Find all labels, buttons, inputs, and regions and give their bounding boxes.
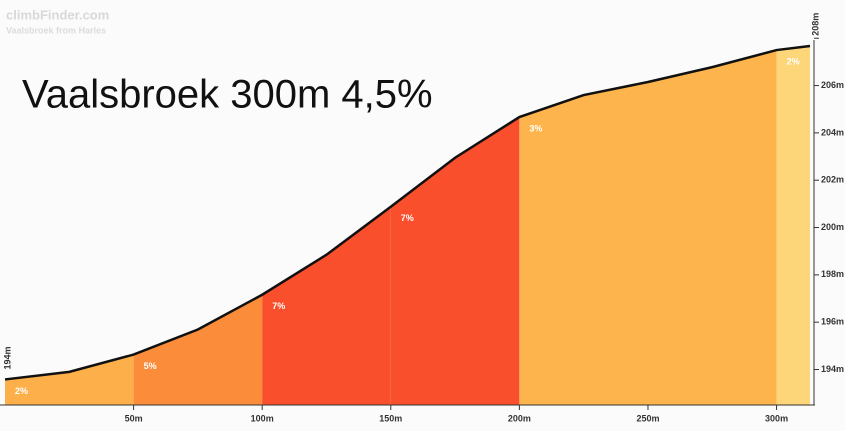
profile-line [4, 44, 811, 381]
y-tick-label: 198m [821, 269, 844, 279]
segment-label: 7% [272, 301, 285, 311]
x-tick-label: 100m [251, 413, 274, 423]
y-tick-label: 200m [821, 222, 844, 232]
watermark: climbFinder.com [6, 7, 109, 22]
y-tick-label: 196m [821, 317, 844, 327]
segment-area [133, 294, 263, 405]
segment-label: 7% [401, 213, 414, 223]
segment-label: 2% [787, 56, 800, 66]
x-tick-label: 300m [765, 413, 788, 423]
y-tick-label: 206m [821, 80, 844, 90]
y-tick-label: 204m [821, 127, 844, 137]
segment-area [262, 206, 391, 405]
y-tick-label: 202m [821, 175, 844, 185]
x-tick-label: 250m [636, 413, 659, 423]
segment-area [519, 50, 777, 406]
x-tick-label: 200m [508, 413, 531, 423]
subtitle: Vaalsbroek from Harles [6, 25, 106, 35]
y-tick-label: 208m [810, 13, 820, 36]
segment-label: 3% [529, 123, 542, 133]
x-tick-label: 150m [379, 413, 402, 423]
segment-label: 5% [144, 361, 157, 371]
segment-label: 2% [15, 386, 28, 396]
annotation: Vaalsbroek 300m 4,5% [22, 73, 433, 117]
start-label: 194m [2, 346, 12, 369]
x-tick-label: 50m [125, 413, 143, 423]
y-tick-label: 194m [821, 364, 844, 374]
segment-area [390, 117, 520, 405]
segment-area [5, 354, 134, 405]
segment-area [776, 46, 810, 406]
